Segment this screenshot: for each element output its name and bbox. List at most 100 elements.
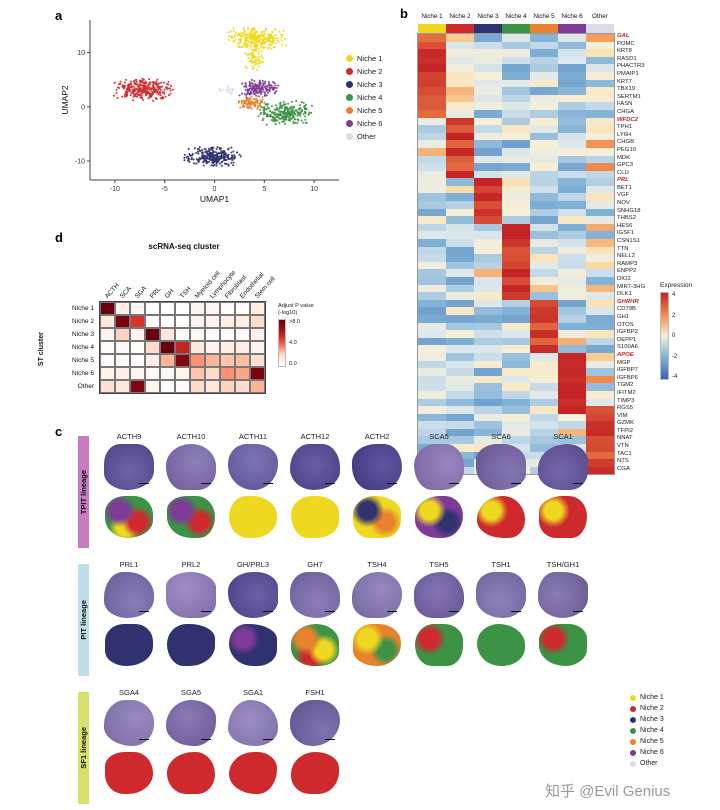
heatmap-cell: [586, 314, 614, 323]
heatmap-cell: [530, 56, 558, 65]
sample: TSH4: [348, 560, 406, 666]
heatmap-cell: [558, 102, 586, 110]
heatmap-cell: [474, 314, 502, 323]
d-heatmap-cell: [130, 341, 145, 354]
d-heatmap-cell: [175, 341, 190, 354]
heatmap-cell: [418, 390, 446, 399]
d-heatmap-cell: [220, 315, 235, 328]
heatmap-cell: [502, 246, 530, 255]
sample: ACTH10: [162, 432, 220, 538]
heatmap-cell: [558, 231, 586, 240]
heatmap-cell: [530, 398, 558, 407]
sample-name: SCA5: [429, 432, 449, 441]
heatmap-cell: [586, 375, 614, 384]
d-heatmap-cell: [130, 367, 145, 380]
pvalue-colorbar-gradient: [278, 319, 286, 368]
heatmap-cell: [502, 87, 530, 95]
gene-label: CD79B: [617, 306, 636, 313]
scale-bar: [201, 482, 211, 484]
heatmap-cell: [558, 383, 586, 391]
heatmap-cell: [586, 201, 614, 209]
d-heatmap-cell: [175, 302, 190, 315]
heatmap-cell: [558, 117, 586, 126]
gene-label: IFITM2: [617, 389, 636, 396]
heatmap-cell: [586, 406, 614, 414]
d-heatmap-cell: [115, 328, 130, 341]
d-heatmap-cell: [220, 354, 235, 367]
heatmap-cell: [446, 239, 474, 247]
d-row-label: Niche 6: [71, 370, 94, 377]
sample: GH7: [286, 560, 344, 666]
heatmap-cell: [558, 185, 586, 194]
niche-color-strip-row: [418, 24, 614, 33]
heatmap-cell: [502, 140, 530, 148]
legend-dot-niche6: [346, 120, 353, 127]
heatmap-cell: [474, 330, 502, 338]
heatmap-cell: [446, 444, 474, 452]
heatmap-cell: [474, 428, 502, 437]
heatmap-cell: [502, 155, 530, 164]
d-heatmap-cell: [145, 315, 160, 328]
heatmap-cell: [558, 436, 586, 445]
heatmap-cell: [502, 109, 530, 118]
d-heatmap-cell: [250, 302, 265, 315]
d-heatmap-cell: [100, 328, 115, 341]
heatmap-cell: [502, 239, 530, 247]
niche-color-strip: [474, 24, 502, 33]
heatmap-cell: [502, 261, 530, 270]
heatmap-cell: [474, 87, 502, 95]
he-image: [538, 572, 588, 618]
heatmap-cell: [530, 201, 558, 209]
d-heatmap-cell: [100, 354, 115, 367]
panel-c-label: c: [55, 424, 63, 439]
d-heatmap-cell: [205, 315, 220, 328]
heatmap-cell: [446, 34, 474, 42]
d-heatmap-cell: [175, 380, 190, 393]
d-heatmap-cell: [175, 367, 190, 380]
heatmap-cell: [502, 406, 530, 414]
legend-entry: Niche 1: [346, 52, 382, 65]
scale-bar: [201, 610, 211, 612]
heatmap-cell: [558, 246, 586, 255]
niche-map: [291, 752, 339, 794]
colorbar-tick: 4: [672, 292, 676, 298]
heatmap-cell: [530, 421, 558, 429]
heatmap-cell: [586, 79, 614, 88]
d-col-label: GH: [163, 288, 176, 300]
d-heatmap-cell: [130, 315, 145, 328]
heatmap-cell: [502, 345, 530, 353]
y-tick-label: 0: [81, 104, 85, 111]
legend-label: Niche 1: [640, 694, 664, 701]
gene-label: PEG10: [617, 146, 636, 153]
heatmap-cell: [502, 390, 530, 399]
d-heatmap-cell: [205, 341, 220, 354]
heatmap-cell: [418, 34, 446, 42]
scale-bar: [325, 482, 335, 484]
heatmap-cell: [558, 307, 586, 315]
heatmap-cell: [530, 231, 558, 240]
x-tick-label: 0: [213, 186, 217, 193]
umap-cluster-niche3: [183, 146, 242, 167]
heatmap-cell: [446, 337, 474, 346]
scale-bar: [449, 610, 459, 612]
y-tick-label: 10: [77, 50, 85, 57]
x-tick-label: 5: [262, 186, 266, 193]
heatmap-cell: [558, 147, 586, 156]
heatmap-cell: [530, 71, 558, 80]
niche-map: [229, 496, 277, 538]
gene-label: GHRHR: [617, 298, 639, 305]
sample: FSH1: [286, 688, 344, 794]
d-heatmap-cell: [115, 380, 130, 393]
heatmap-cell: [418, 155, 446, 164]
expression-colorbar-row: 4 2 0 -2 -4: [660, 292, 692, 380]
heatmap-cell: [418, 406, 446, 414]
legend-dot-niche1: [346, 55, 353, 62]
d-heatmap-cell: [100, 380, 115, 393]
heatmap-cell: [474, 125, 502, 133]
gene-label: VTN: [617, 443, 629, 450]
legend-label: Niche 5: [640, 738, 664, 745]
heatmap-cell: [502, 79, 530, 88]
d-heatmap-cell: [220, 328, 235, 341]
heatmap-cell: [530, 79, 558, 88]
niche-color-strip: [502, 24, 530, 33]
